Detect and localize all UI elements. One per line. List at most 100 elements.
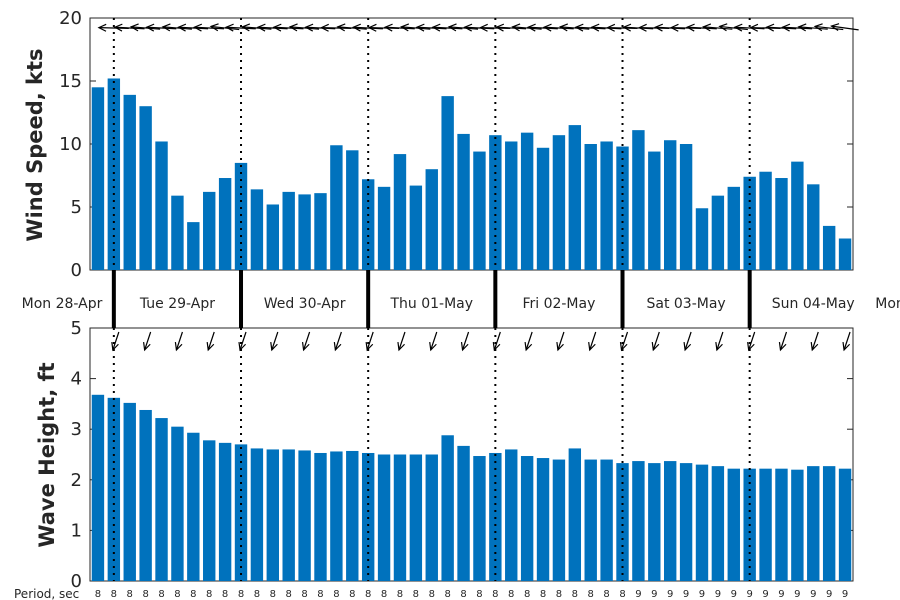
wind-arrowhead: [367, 23, 377, 32]
wave-arrowhead: [301, 341, 310, 352]
wave-bar: [314, 452, 327, 581]
wave-arrowhead: [429, 341, 437, 352]
wind-arrowhead: [813, 23, 823, 32]
day-label: Mon 28-Apr: [22, 296, 103, 312]
wind-direction-arrow: [210, 25, 240, 31]
wave-bar: [155, 418, 168, 581]
wave-bar: [123, 402, 136, 581]
wind-bar: [807, 184, 820, 270]
wave-arrowhead: [111, 341, 119, 352]
wave-direction-arrow: [175, 331, 183, 351]
wave-direction-arrow: [525, 331, 533, 351]
day-label: Tue 29-Apr: [139, 296, 215, 312]
wave-arrowhead: [810, 341, 819, 352]
wave-bar: [505, 449, 518, 581]
wave-arrowhead: [492, 341, 501, 352]
wave-bar: [822, 466, 836, 581]
period-value: 9: [826, 589, 832, 600]
wind-bar: [139, 106, 152, 270]
wind-arrowhead: [733, 23, 743, 32]
period-value: 8: [556, 589, 562, 600]
period-value: 8: [158, 589, 164, 600]
period-value: 8: [190, 589, 196, 600]
wind-bar: [648, 151, 661, 270]
wave-bar: [838, 468, 852, 581]
wind-arrowhead: [558, 23, 569, 32]
wind-arrowhead: [606, 23, 616, 32]
wave-bar: [425, 454, 438, 581]
wind-direction-arrow: [305, 26, 336, 30]
period-value: 8: [238, 589, 244, 600]
wind-bar: [584, 144, 597, 270]
period-value: 8: [444, 589, 450, 600]
wind-direction-arrow: [257, 26, 288, 30]
wind-y-tick-label: 20: [59, 8, 82, 29]
period-value: 8: [270, 589, 276, 600]
wind-direction-arrow: [544, 26, 574, 30]
wind-bar: [727, 186, 740, 270]
wave-arrowhead: [174, 341, 183, 352]
wind-arrowhead: [685, 23, 695, 32]
wind-arrowhead: [526, 23, 536, 32]
wind-direction-arrow: [814, 25, 844, 31]
period-value: 9: [762, 589, 768, 600]
wind-direction-arrow: [766, 26, 797, 30]
wind-direction-arrow: [401, 26, 431, 30]
wave-direction-arrow: [748, 331, 756, 351]
period-value: 8: [174, 589, 180, 600]
period-value: 8: [540, 589, 546, 600]
wave-direction-arrow: [334, 331, 342, 351]
wave-direction-arrow: [207, 331, 215, 351]
wind-bar: [155, 141, 168, 270]
wave-arrowhead: [556, 341, 564, 352]
period-value: 8: [349, 589, 355, 600]
wind-bar: [663, 140, 677, 270]
period-value: 9: [810, 589, 816, 600]
period-value: 8: [222, 589, 228, 600]
wind-bar: [250, 189, 264, 270]
wind-arrowhead: [463, 23, 473, 32]
wave-bar: [171, 426, 184, 581]
wind-bar: [361, 179, 375, 270]
wind-bar: [775, 178, 788, 270]
period-value: 8: [619, 589, 625, 600]
wave-bar: [584, 459, 597, 581]
wave-direction-arrow: [716, 331, 724, 351]
wind-arrowhead: [288, 23, 298, 32]
period-value: 8: [333, 589, 339, 600]
day-label: Fri 02-May: [522, 296, 595, 312]
wind-direction-arrow: [290, 26, 320, 30]
wind-direction-arrow: [528, 26, 558, 30]
period-value: 9: [651, 589, 657, 600]
wave-bar: [727, 468, 740, 581]
wind-arrowhead: [400, 23, 410, 32]
period-value: 8: [95, 589, 101, 600]
wave-bar: [711, 466, 725, 581]
wind-arrowhead: [177, 23, 187, 32]
wave-direction-arrow: [366, 331, 374, 351]
wave-direction-arrow: [557, 331, 565, 351]
wave-bar: [298, 450, 311, 581]
period-value: 8: [206, 589, 212, 600]
wind-arrowhead: [654, 23, 664, 32]
period-value: 8: [301, 589, 307, 600]
wind-arrowhead: [718, 23, 728, 32]
wind-direction-arrow: [687, 26, 717, 30]
period-value: 8: [286, 589, 292, 600]
wind-direction-arrow: [353, 26, 383, 30]
day-label: Sun 04-May: [772, 296, 855, 312]
wind-arrowhead: [161, 23, 171, 32]
wind-bar: [791, 161, 804, 270]
day-label: Mon: [875, 296, 900, 312]
wind-direction-arrow: [242, 26, 272, 30]
wind-bar: [743, 176, 756, 270]
wave-bar: [568, 448, 582, 581]
period-value: 8: [460, 589, 466, 600]
wave-direction-arrow: [779, 331, 788, 351]
wave-bar: [218, 442, 232, 581]
wave-direction-arrow: [589, 331, 597, 351]
wave-arrowhead: [747, 341, 755, 352]
wave-bar: [695, 464, 709, 581]
wind-bar: [568, 125, 582, 270]
period-value: 8: [508, 589, 514, 600]
